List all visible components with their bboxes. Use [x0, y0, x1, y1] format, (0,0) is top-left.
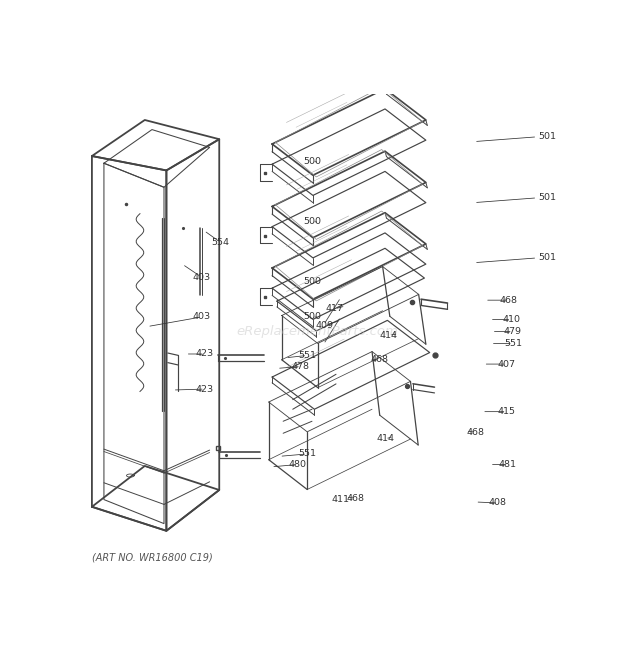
Text: 414: 414 — [380, 330, 398, 340]
Text: 403: 403 — [192, 272, 211, 282]
Text: 468: 468 — [466, 428, 484, 437]
Text: 551: 551 — [298, 449, 316, 459]
Text: 551: 551 — [504, 339, 522, 348]
Text: 479: 479 — [504, 327, 522, 336]
Text: 468: 468 — [346, 494, 364, 502]
Text: 415: 415 — [498, 407, 516, 416]
Text: 501: 501 — [539, 253, 557, 262]
Text: 411: 411 — [332, 495, 350, 504]
Text: 409: 409 — [316, 321, 334, 330]
Text: eReplacementParts.com: eReplacementParts.com — [237, 325, 399, 338]
Text: 500: 500 — [303, 313, 321, 321]
Text: 551: 551 — [298, 351, 316, 360]
Text: 500: 500 — [303, 157, 321, 167]
Text: 501: 501 — [539, 132, 557, 141]
Text: 407: 407 — [498, 360, 516, 369]
Text: 500: 500 — [303, 217, 321, 226]
Text: 501: 501 — [539, 193, 557, 202]
Text: 408: 408 — [489, 498, 507, 508]
Text: 417: 417 — [326, 304, 343, 313]
Text: 414: 414 — [376, 434, 394, 443]
Text: 500: 500 — [303, 278, 321, 286]
Text: (ART NO. WR16800 C19): (ART NO. WR16800 C19) — [92, 552, 213, 562]
Text: 403: 403 — [192, 313, 211, 321]
Text: 478: 478 — [292, 362, 310, 371]
Text: 480: 480 — [288, 460, 306, 469]
Text: 468: 468 — [370, 355, 388, 364]
Text: 423: 423 — [196, 385, 214, 393]
Text: 468: 468 — [500, 295, 518, 305]
Text: 410: 410 — [502, 315, 520, 324]
Text: 554: 554 — [211, 238, 229, 247]
Text: 481: 481 — [498, 460, 516, 469]
Text: 423: 423 — [196, 350, 214, 358]
